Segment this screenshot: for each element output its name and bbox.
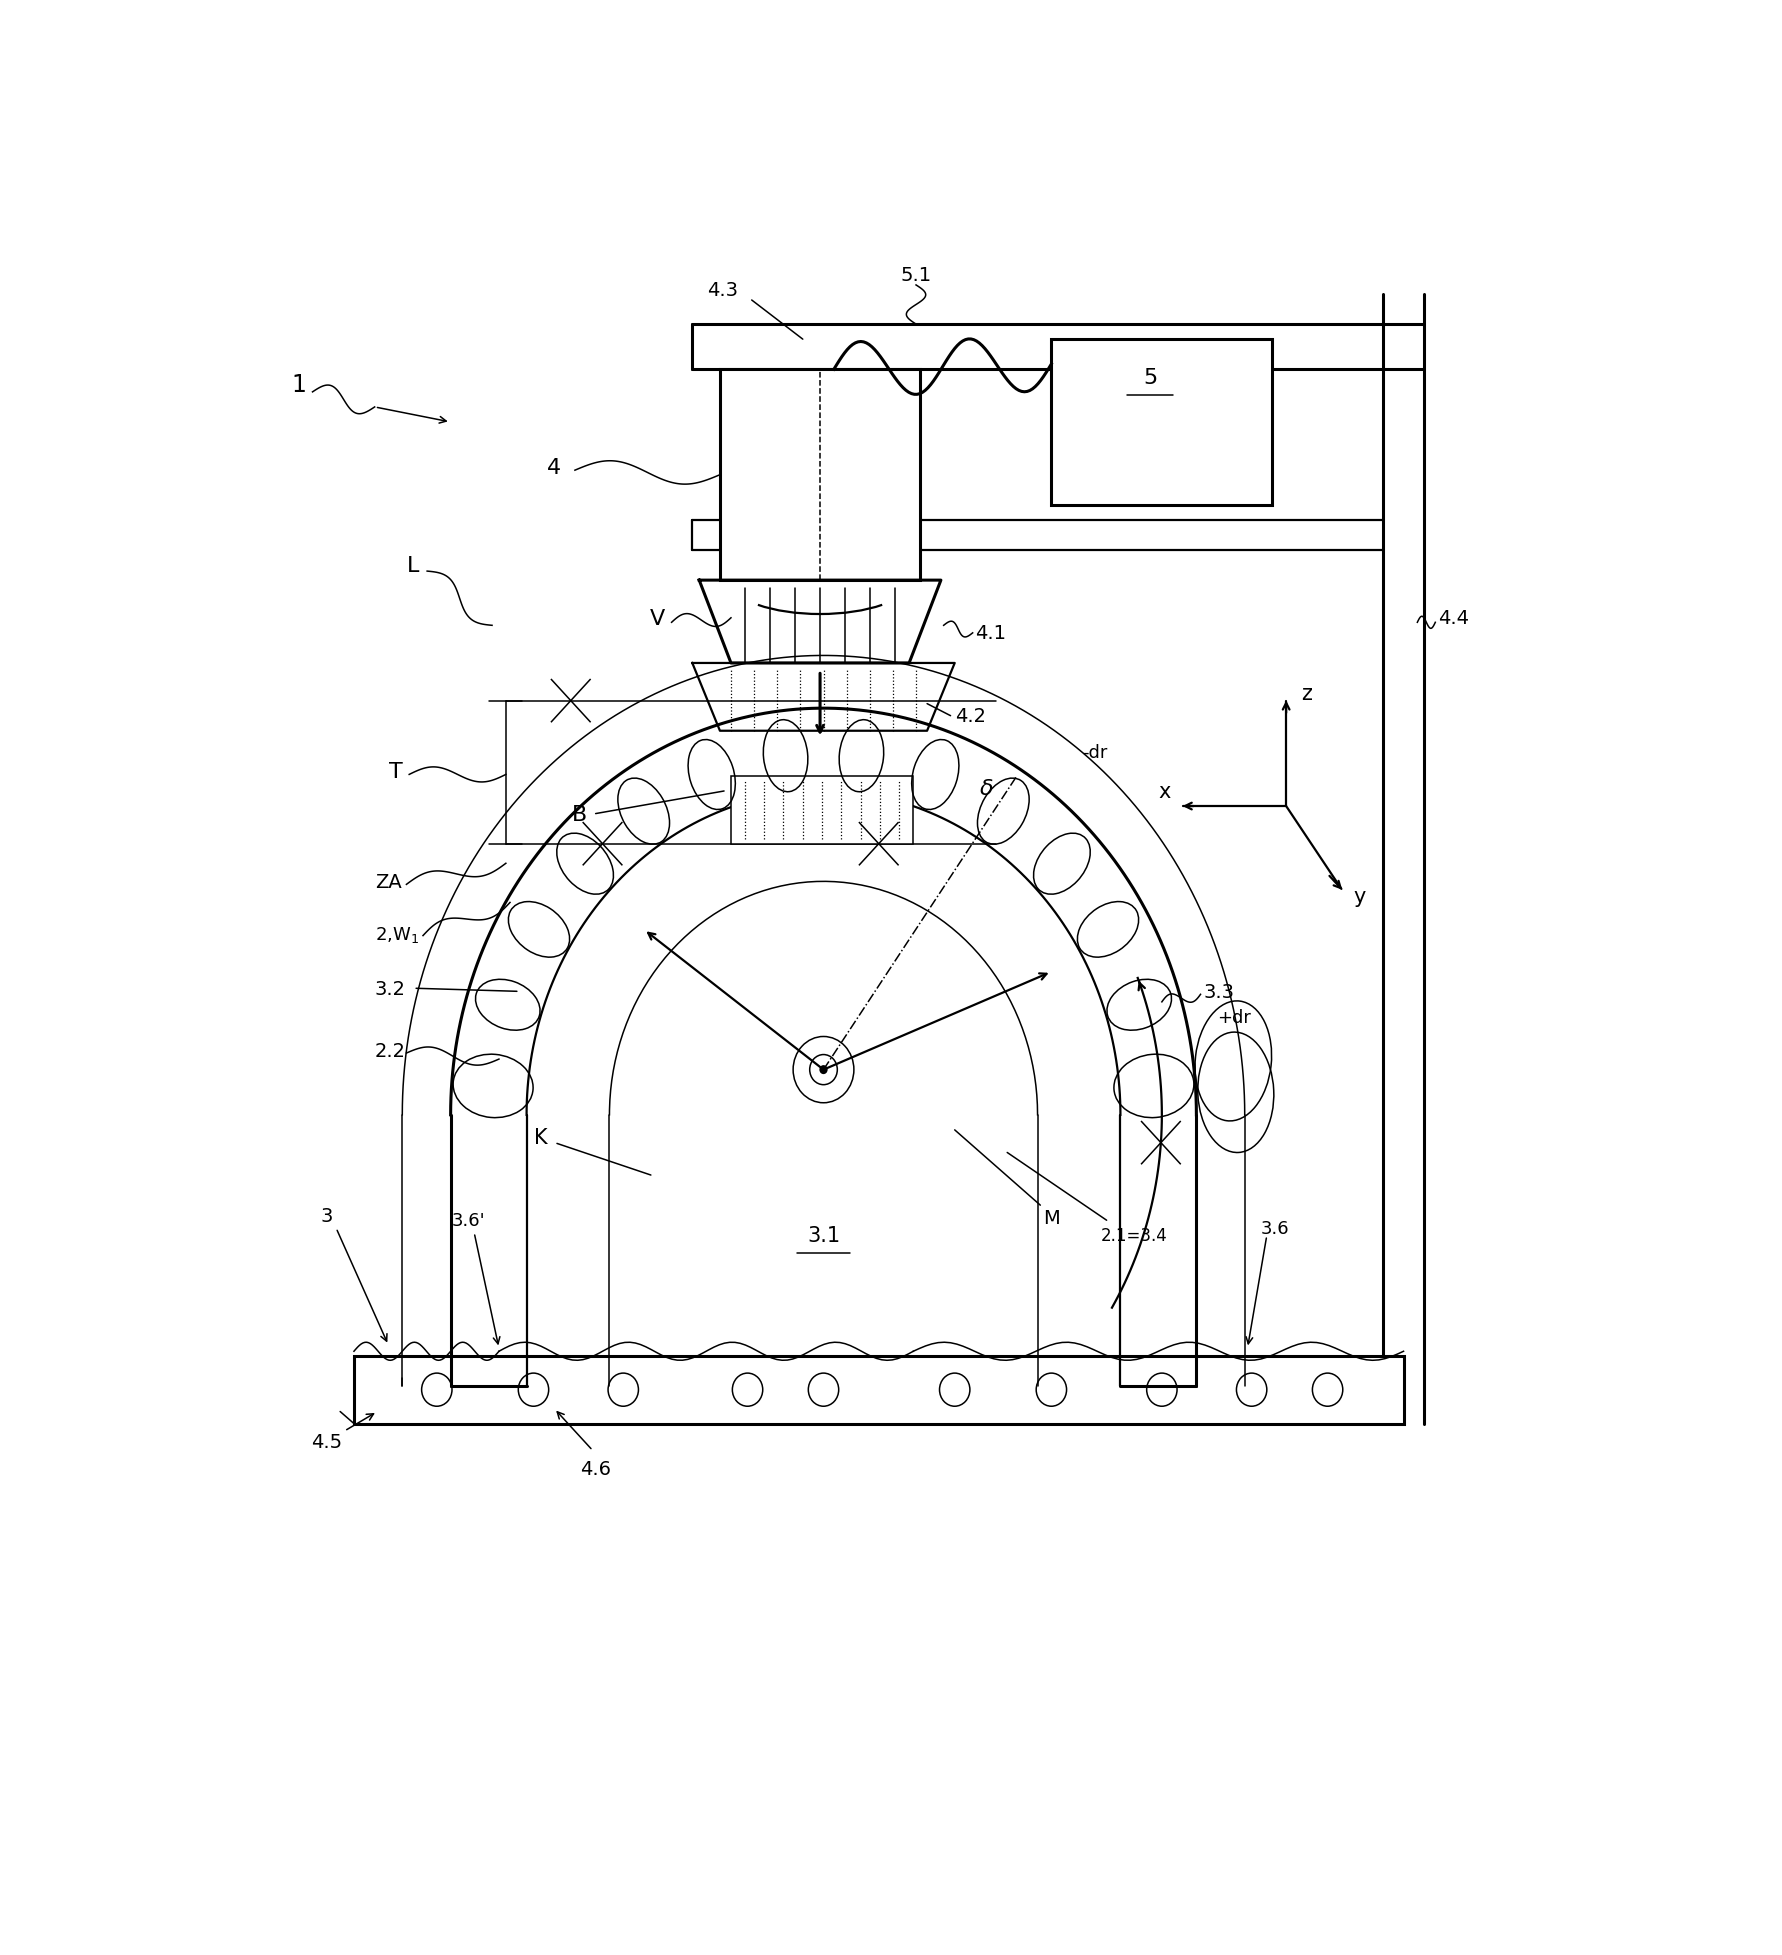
Text: K: K bbox=[533, 1128, 547, 1148]
Text: T: T bbox=[388, 762, 403, 782]
Circle shape bbox=[820, 1065, 827, 1075]
Text: y: y bbox=[1353, 888, 1365, 907]
Text: 4: 4 bbox=[547, 457, 561, 477]
Bar bbox=[1051, 340, 1272, 506]
Text: 3.2: 3.2 bbox=[374, 979, 406, 999]
Text: B: B bbox=[572, 804, 586, 825]
Bar bbox=[355, 1357, 1404, 1423]
Text: 3.6: 3.6 bbox=[1262, 1220, 1290, 1238]
Text: 4.2: 4.2 bbox=[955, 708, 985, 725]
Text: $\delta$: $\delta$ bbox=[978, 778, 994, 798]
Text: x: x bbox=[1158, 782, 1171, 802]
Text: -dr: -dr bbox=[1082, 743, 1107, 760]
Text: 2.2: 2.2 bbox=[374, 1040, 406, 1060]
Text: 3.3: 3.3 bbox=[1203, 981, 1235, 1001]
Text: 5.1: 5.1 bbox=[900, 266, 932, 285]
Text: L: L bbox=[406, 555, 419, 577]
Text: 2.1=3.4: 2.1=3.4 bbox=[1101, 1226, 1167, 1245]
Text: 3.6': 3.6' bbox=[453, 1212, 485, 1230]
Text: ZA: ZA bbox=[374, 872, 401, 891]
Text: 3: 3 bbox=[321, 1206, 333, 1226]
Text: +dr: +dr bbox=[1217, 1009, 1251, 1026]
Text: 4.3: 4.3 bbox=[707, 282, 738, 299]
Text: 3.1: 3.1 bbox=[807, 1226, 839, 1245]
Text: 4.6: 4.6 bbox=[581, 1460, 611, 1478]
Text: M: M bbox=[1042, 1208, 1060, 1228]
Text: 4.5: 4.5 bbox=[310, 1433, 342, 1451]
Text: V: V bbox=[650, 608, 665, 628]
Text: 4.1: 4.1 bbox=[975, 624, 1007, 643]
Text: z: z bbox=[1301, 684, 1312, 704]
Bar bbox=[720, 369, 920, 581]
Text: 4.4: 4.4 bbox=[1438, 608, 1468, 628]
Text: 5: 5 bbox=[1144, 368, 1158, 387]
Bar bbox=[731, 776, 914, 845]
Text: 2,W$_1$: 2,W$_1$ bbox=[374, 925, 419, 944]
Text: 1: 1 bbox=[290, 373, 307, 397]
